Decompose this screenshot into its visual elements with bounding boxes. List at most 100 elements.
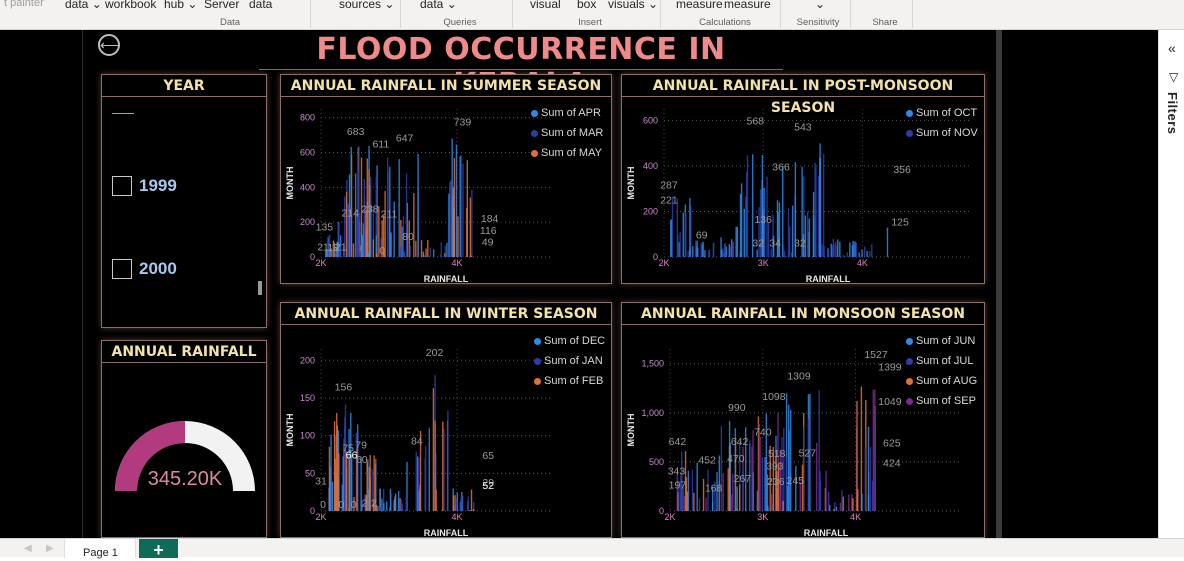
next-page-icon[interactable]: ▶ bbox=[46, 543, 54, 554]
x-tick-label: 2K bbox=[315, 258, 326, 268]
ribbon-separator bbox=[310, 0, 311, 28]
prev-page-icon[interactable]: ◀ bbox=[24, 543, 32, 554]
bar bbox=[351, 453, 353, 511]
bar bbox=[416, 456, 419, 511]
legend-label: Sum of JAN bbox=[544, 355, 603, 367]
bar bbox=[779, 449, 781, 511]
legend-item[interactable]: Sum of DEC bbox=[534, 331, 605, 351]
legend-item[interactable]: Sum of OCT bbox=[906, 103, 978, 123]
collapse-pane-icon[interactable]: « bbox=[1168, 40, 1176, 56]
ribbon-button[interactable]: t painter bbox=[4, 0, 44, 9]
x-axis-title: RAINFALL bbox=[804, 528, 849, 538]
legend-item[interactable]: Sum of JUL bbox=[906, 351, 977, 371]
ribbon-button[interactable]: data ⌄ bbox=[420, 0, 457, 11]
legend-item[interactable]: Sum of FEB bbox=[534, 371, 605, 391]
slicer-scrollbar[interactable] bbox=[258, 281, 262, 295]
bar bbox=[333, 421, 336, 511]
bar bbox=[783, 250, 786, 257]
y-tick-label: 0 bbox=[659, 506, 664, 516]
bar bbox=[356, 213, 358, 257]
ribbon-button[interactable]: data ⌄ bbox=[65, 0, 102, 11]
bar bbox=[817, 175, 820, 257]
data-label: 65 bbox=[482, 450, 494, 462]
bar bbox=[712, 486, 714, 511]
data-label: 79 bbox=[355, 439, 367, 451]
back-arrow-icon[interactable]: ⟵ bbox=[98, 34, 120, 56]
data-label: 69 bbox=[696, 229, 708, 241]
checkbox-1999[interactable] bbox=[112, 176, 132, 196]
bar bbox=[429, 247, 432, 257]
legend-item[interactable]: Sum of MAY bbox=[531, 143, 603, 163]
bar bbox=[677, 234, 679, 257]
bar bbox=[770, 493, 773, 511]
bar bbox=[777, 211, 779, 257]
bar bbox=[707, 469, 709, 511]
bar bbox=[736, 226, 739, 257]
add-page-button[interactable]: + bbox=[139, 539, 178, 560]
bar bbox=[739, 441, 741, 511]
legend-item[interactable]: Sum of NOV bbox=[906, 123, 978, 143]
data-label: 267 bbox=[734, 473, 752, 485]
legend-item[interactable]: Sum of APR bbox=[531, 103, 603, 123]
data-label: 156 bbox=[335, 381, 353, 393]
slicer-divider bbox=[112, 113, 134, 114]
bar bbox=[397, 491, 400, 511]
checkbox-2000[interactable] bbox=[112, 259, 132, 279]
legend-item[interactable]: Sum of JAN bbox=[534, 351, 605, 371]
legend-item[interactable]: Sum of SEP bbox=[906, 391, 977, 411]
data-label: 543 bbox=[794, 121, 812, 133]
ribbon-button[interactable]: measure bbox=[724, 0, 771, 11]
filters-pane-label[interactable]: Filters bbox=[1165, 92, 1180, 135]
bar bbox=[336, 425, 338, 511]
bar bbox=[451, 138, 453, 257]
bar bbox=[716, 471, 718, 511]
bar bbox=[424, 458, 426, 511]
ribbon-button[interactable]: ⌄ bbox=[815, 0, 826, 11]
gauge-fill bbox=[115, 421, 185, 491]
x-axis-title: RAINFALL bbox=[424, 528, 469, 538]
bar bbox=[357, 170, 359, 257]
bar bbox=[720, 425, 723, 511]
ribbon-button[interactable]: sources ⌄ bbox=[339, 0, 395, 11]
bar bbox=[419, 430, 422, 511]
legend-item[interactable]: Sum of MAR bbox=[531, 123, 603, 143]
slicer-option-1999[interactable]: 1999 bbox=[112, 175, 177, 197]
bar bbox=[449, 182, 451, 257]
slicer-option-2000[interactable]: 2000 bbox=[112, 258, 177, 280]
bar bbox=[842, 255, 844, 257]
bar bbox=[770, 248, 772, 257]
bar bbox=[337, 223, 339, 257]
ribbon-button[interactable]: measure bbox=[676, 0, 723, 11]
bar bbox=[828, 491, 830, 511]
page-tab-1[interactable]: Page 1 bbox=[64, 539, 136, 559]
y-tick-label: 50 bbox=[305, 468, 315, 478]
bar bbox=[394, 493, 397, 511]
bar bbox=[344, 417, 346, 511]
bar bbox=[854, 241, 856, 257]
data-label: 0 bbox=[379, 245, 385, 257]
ribbon-button[interactable]: visual bbox=[530, 0, 561, 11]
filter-funnel-icon[interactable]: ▽ bbox=[1169, 70, 1179, 84]
bar bbox=[728, 243, 730, 257]
bar bbox=[819, 470, 821, 511]
legend-label: Sum of FEB bbox=[544, 375, 604, 387]
data-label: 18 bbox=[327, 242, 339, 254]
ribbon-button[interactable]: visuals ⌄ bbox=[608, 0, 659, 11]
ribbon-button[interactable]: hub ⌄ bbox=[164, 0, 198, 11]
bar bbox=[814, 162, 816, 257]
bar bbox=[731, 494, 733, 511]
bar bbox=[353, 496, 355, 511]
ribbon-button[interactable]: box bbox=[577, 0, 597, 11]
legend-item[interactable]: Sum of JUN bbox=[906, 331, 977, 351]
bar bbox=[860, 386, 863, 511]
bar bbox=[381, 510, 384, 512]
bar bbox=[676, 471, 679, 511]
ribbon-button[interactable]: Server bbox=[204, 0, 240, 11]
bar bbox=[752, 472, 754, 511]
ribbon-separator bbox=[512, 0, 513, 28]
ribbon-button[interactable]: data bbox=[249, 0, 273, 11]
bar bbox=[816, 442, 818, 511]
legend-item[interactable]: Sum of AUG bbox=[906, 371, 977, 391]
ribbon-button[interactable]: workbook bbox=[105, 0, 157, 11]
